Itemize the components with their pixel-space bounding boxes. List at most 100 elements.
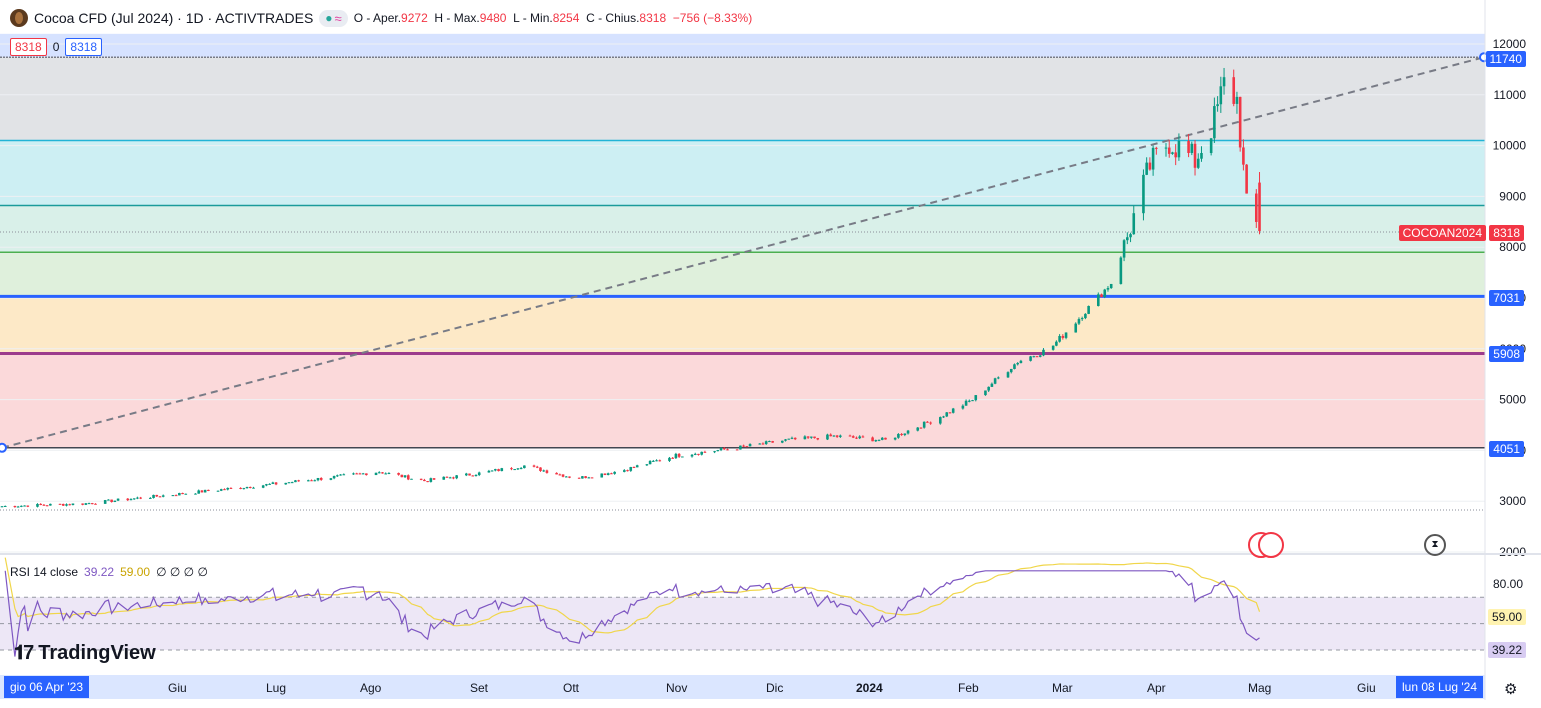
candle-body <box>626 470 629 472</box>
candle-body <box>964 400 968 406</box>
candle-body <box>261 485 265 488</box>
candle-body <box>1242 147 1245 165</box>
candle-body <box>1235 96 1239 104</box>
candle-body <box>613 471 616 474</box>
candle-body <box>203 489 207 493</box>
candle-body <box>716 450 720 452</box>
tick-giu2: Giu <box>1357 681 1376 695</box>
candle-body <box>132 498 136 500</box>
candle-body <box>126 498 130 501</box>
candle-body <box>671 457 674 459</box>
bid-box[interactable]: 8318 <box>10 38 47 56</box>
candle-body <box>997 377 1000 379</box>
candle-body <box>761 443 765 445</box>
candle-body <box>219 489 223 491</box>
candle-body <box>45 505 49 507</box>
candle-body <box>313 480 317 482</box>
tick-ago: Ago <box>360 681 382 695</box>
candle-body <box>1219 86 1223 105</box>
price-tick-label: 3000 <box>1499 494 1526 508</box>
candle-body <box>103 500 107 504</box>
candle-body <box>1167 147 1171 154</box>
candle-body <box>674 453 678 459</box>
candle-body <box>652 460 655 462</box>
candle-body <box>216 490 220 492</box>
rsi-name[interactable]: RSI 14 close <box>10 565 79 579</box>
candle-body <box>442 476 446 480</box>
ohlc-readout: O - Aper.9272 H - Max.9480 L - Min.8254 … <box>354 11 753 25</box>
chart-title[interactable]: Cocoa CFD (Jul 2024) · 1D · ACTIVTRADES <box>34 10 314 26</box>
high-label: H - Max. <box>434 11 480 25</box>
candle-body <box>336 475 339 477</box>
candle-body <box>381 472 384 474</box>
candle-body <box>722 448 726 450</box>
us-flag-icon[interactable] <box>1258 532 1284 558</box>
candle-body <box>1129 234 1132 238</box>
candle-body <box>23 505 26 507</box>
hourglass-icon[interactable]: ⧗ <box>1424 534 1446 556</box>
candle-body <box>832 435 836 437</box>
tradingview-icon: 𝟏7 <box>14 642 34 664</box>
candle-body <box>310 480 313 482</box>
price-tick-label: 10000 <box>1493 139 1527 153</box>
candle-body <box>149 497 152 499</box>
candle-body <box>406 475 410 480</box>
candle-body <box>590 477 594 479</box>
price-tag-level3: 4051 <box>1489 441 1524 457</box>
candle-body <box>181 492 184 495</box>
candle-body <box>606 473 610 476</box>
candle-body <box>174 495 178 497</box>
ask-box[interactable]: 8318 <box>65 38 103 56</box>
candle-body <box>1038 355 1042 357</box>
rsi-line <box>4 570 1260 657</box>
candle-body <box>194 493 197 495</box>
candle-body <box>90 503 94 505</box>
candle-body <box>668 457 671 461</box>
candle-body <box>84 503 88 505</box>
candle-body <box>742 445 745 447</box>
tick-dic: Dic <box>766 681 784 695</box>
candle-body <box>1029 356 1032 361</box>
time-axis[interactable] <box>0 675 1485 699</box>
rsi-tick-label: 80.00 <box>1493 577 1523 591</box>
candle-body <box>1193 143 1197 168</box>
candle-body <box>645 464 649 466</box>
candle-body <box>474 475 478 477</box>
candle-body <box>500 468 504 472</box>
candle-body <box>61 503 65 506</box>
candle-body <box>113 500 117 503</box>
price-tick-label: 5000 <box>1499 393 1526 407</box>
candle-body <box>1258 182 1261 232</box>
candle-body <box>1171 152 1174 154</box>
trend-line <box>1 56 1485 449</box>
candle-body <box>790 437 794 439</box>
candle-body <box>307 480 310 482</box>
candle-body <box>771 441 774 443</box>
candle-body <box>1245 164 1248 194</box>
tick-nov: Nov <box>666 681 688 695</box>
tick-lug: Lug <box>266 681 287 695</box>
candle-body <box>316 478 320 481</box>
candle-body <box>1119 257 1123 284</box>
candle-body <box>1126 237 1129 241</box>
candle-body <box>539 467 542 471</box>
candle-body <box>939 417 942 424</box>
status-dot-icon: ● <box>325 10 333 25</box>
candle-body <box>1035 356 1039 358</box>
candle-body <box>855 437 858 439</box>
price-tag-last: 8318 <box>1489 225 1524 241</box>
tick-mag: Mag <box>1248 681 1272 695</box>
candle-body <box>339 474 342 476</box>
candle-body <box>623 470 626 472</box>
candle-body <box>1174 152 1177 158</box>
candle-body <box>839 435 842 437</box>
candle-body <box>429 478 433 482</box>
low-label: L - Min. <box>513 11 553 25</box>
gear-icon[interactable]: ⚙ <box>1504 681 1518 698</box>
candle-body <box>1013 364 1016 369</box>
tick-apr: Apr <box>1147 681 1166 695</box>
indicator-pill[interactable]: ● ≈ <box>319 9 348 27</box>
candle-body <box>377 472 381 474</box>
candle-body <box>136 497 139 499</box>
